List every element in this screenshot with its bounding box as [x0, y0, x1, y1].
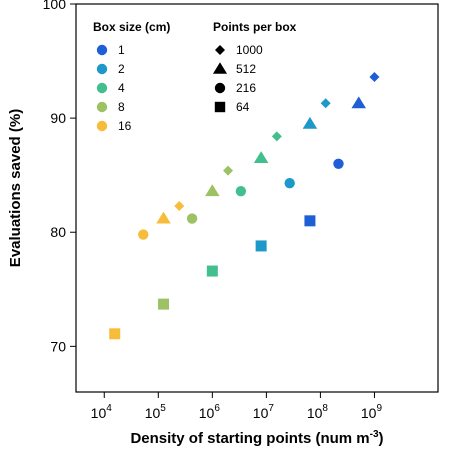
legend-box-size-marker [96, 44, 108, 56]
x-axis-title-suffix: ) [379, 430, 384, 447]
legend-points-label: 216 [236, 81, 256, 95]
legend-box-size-label: 2 [118, 62, 125, 76]
x-axis-title-main: Density of starting points (num m [130, 430, 369, 447]
data-point [109, 328, 121, 340]
x-tick-label: 105 [145, 403, 167, 421]
legend-points-marker [214, 101, 226, 113]
data-point [284, 177, 295, 189]
data-point [235, 185, 247, 197]
legend-points-label: 1000 [236, 43, 263, 57]
legend-points-label: 512 [236, 62, 256, 76]
data-points [109, 72, 380, 340]
x-tick-label: 109 [361, 403, 383, 421]
x-tick-label: 108 [307, 403, 329, 421]
x-axis-title-superscript: -3 [370, 429, 379, 440]
data-point [302, 116, 318, 129]
legend-points-title: Points per box [213, 20, 297, 34]
legend-box-size-label: 8 [118, 100, 125, 114]
legend-box-size-label: 4 [118, 81, 125, 95]
legend-box-size-marker [96, 63, 108, 75]
legend-points-marker [212, 62, 228, 74]
x-tick-label: 106 [199, 403, 221, 421]
data-point [351, 96, 366, 109]
x-tick-label: 104 [91, 403, 113, 421]
plot-frame [75, 3, 439, 393]
data-point [205, 184, 220, 197]
data-point [206, 265, 218, 277]
data-point [156, 211, 171, 224]
legend-points-marker [215, 45, 225, 55]
legend-box-size-marker [96, 101, 108, 113]
y-axis-title: Evaluations saved (%) [7, 109, 24, 267]
legend-box-size-label: 1 [118, 43, 125, 57]
x-axis-title: Density of starting points (num m-3) [130, 429, 383, 447]
legend: Box size (cm) 1 2 4 8 16 Points per box 1000 512… [93, 20, 297, 133]
x-tick-label: 107 [253, 403, 275, 421]
y-tick-label: 80 [50, 224, 66, 240]
y-tick-label: 70 [50, 338, 66, 354]
legend-points-label: 64 [236, 100, 250, 114]
data-point [320, 98, 331, 109]
legend-points-marker [214, 82, 226, 94]
data-point [271, 131, 282, 142]
axis-ticks: 70 80 90 100 104 105 106 107 108 109 [43, 0, 383, 421]
data-point [223, 165, 234, 176]
data-point [174, 200, 185, 211]
data-point [158, 298, 170, 310]
data-point [255, 240, 267, 252]
y-tick-label: 100 [43, 0, 67, 12]
legend-box-size-label: 16 [118, 119, 132, 133]
legend-box-size-marker [96, 82, 108, 94]
data-point [304, 215, 316, 227]
data-point [186, 213, 198, 224]
legend-box-size-marker [96, 120, 108, 132]
data-point [369, 72, 380, 83]
data-point [253, 151, 269, 164]
legend-box-size-title: Box size (cm) [93, 20, 170, 34]
data-point [138, 229, 149, 240]
data-point [333, 158, 344, 169]
y-tick-label: 90 [50, 110, 66, 126]
